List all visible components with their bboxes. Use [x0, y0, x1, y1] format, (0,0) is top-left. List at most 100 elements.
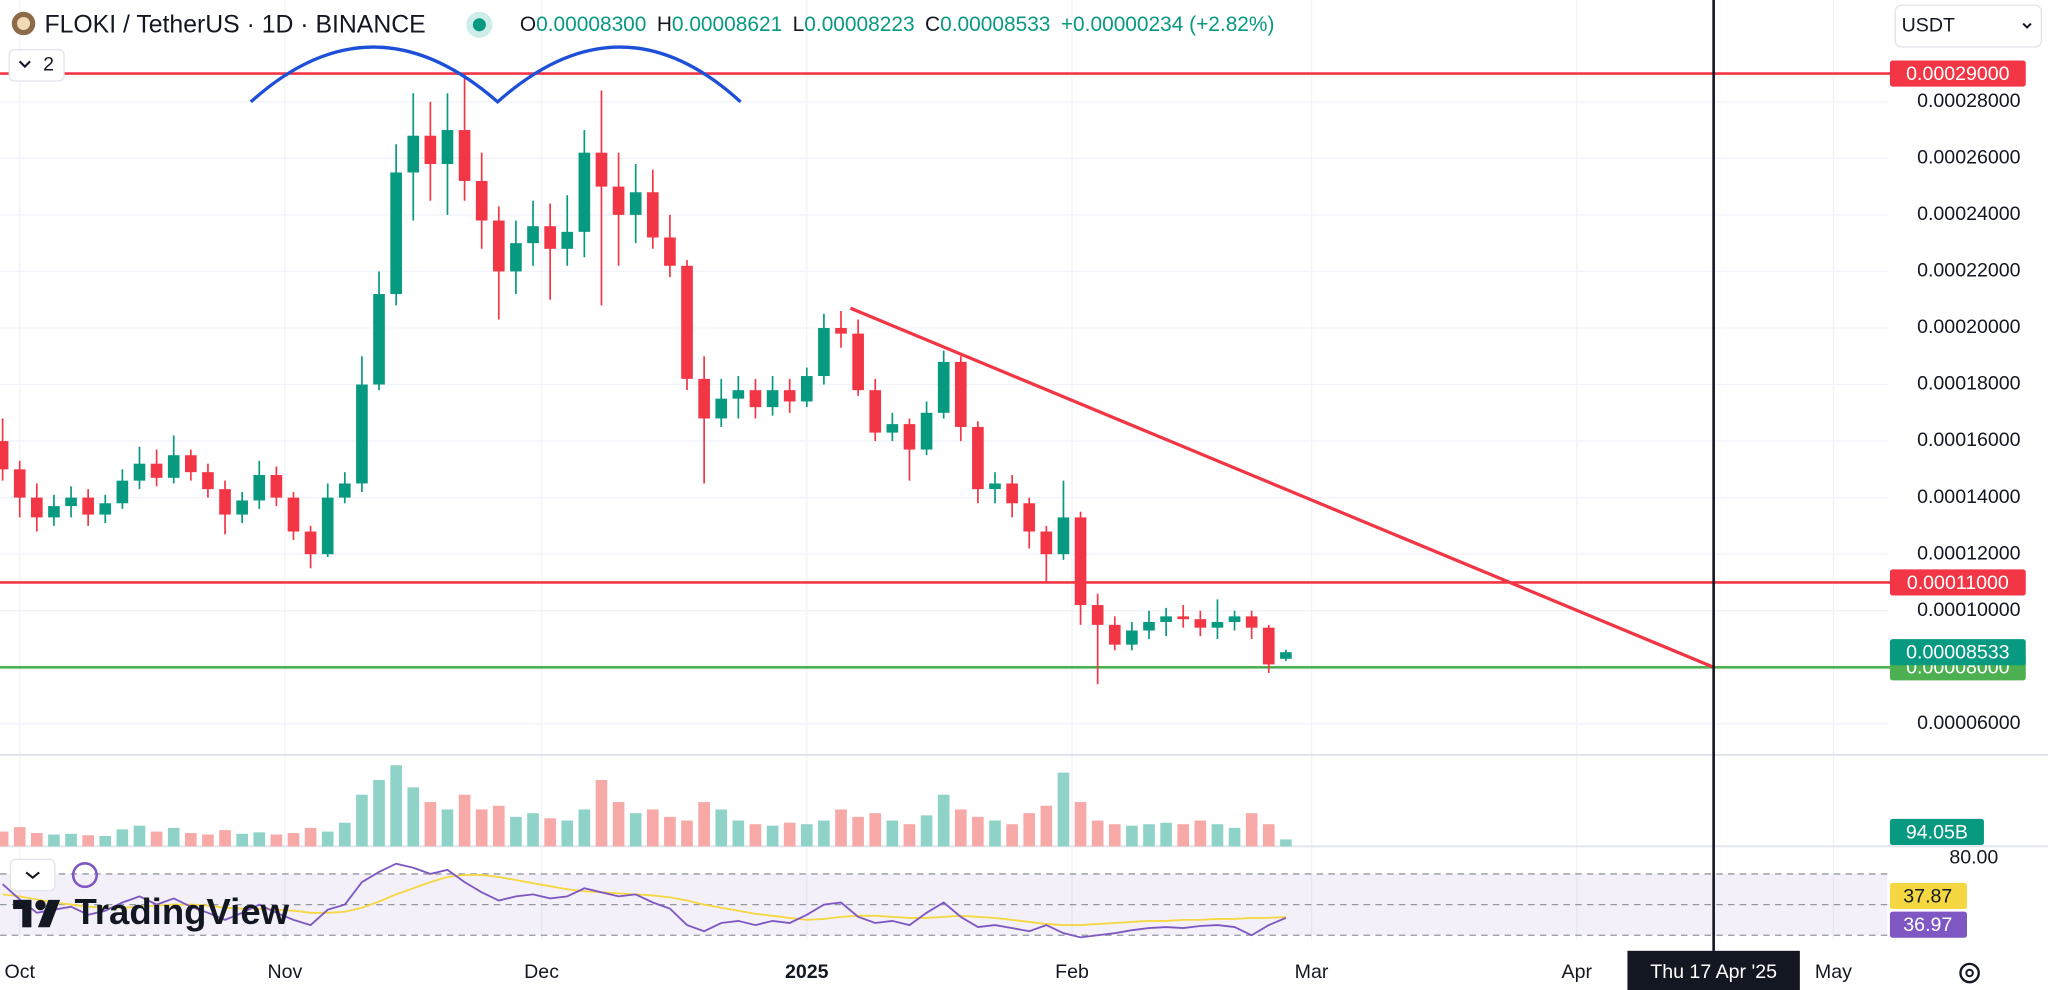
candle-body [287, 497, 300, 532]
volume-bar [458, 794, 471, 847]
rsi-ma-label-box [1889, 882, 1967, 910]
volume-bar [1040, 805, 1053, 847]
candle-body [48, 506, 60, 518]
indicator-toggle[interactable] [8, 48, 65, 82]
volume-bar [903, 824, 916, 847]
volume-bar [972, 816, 984, 847]
candle-body [646, 192, 659, 238]
indicator-count: 2 [43, 53, 54, 75]
logo-mark [22, 899, 32, 928]
candle-body [116, 480, 129, 504]
candle-body [424, 135, 437, 164]
volume-bar [441, 809, 454, 847]
volume-bar [783, 822, 796, 847]
candle-body [304, 531, 317, 555]
volume-bar [219, 830, 231, 847]
candle-body [595, 152, 608, 187]
volume-bar [253, 832, 266, 847]
candle-body [681, 265, 693, 379]
volume-bar [869, 813, 882, 847]
x-tick-label: Apr [1562, 961, 1593, 983]
candle-body [338, 483, 351, 498]
candle-body [202, 472, 214, 490]
y-tick-label: 0.00028000 [1917, 90, 2021, 112]
candle-body [150, 463, 163, 478]
candle-body [1143, 622, 1155, 631]
volume-bar [1091, 820, 1104, 847]
candle-body [1194, 619, 1207, 628]
candle-body [373, 294, 385, 385]
volume-bar [202, 834, 214, 847]
volume-bar [989, 820, 1001, 847]
volume-bar [321, 831, 334, 847]
volume-bar [612, 802, 625, 847]
y-tick-label: 0.00020000 [1917, 316, 2021, 338]
volume-bar [1108, 824, 1121, 847]
candle-body [629, 192, 642, 215]
volume-bar [287, 833, 300, 847]
candle-body [133, 463, 146, 481]
volume-bar [116, 829, 129, 847]
candle-body [99, 503, 112, 515]
candle-body [219, 489, 231, 515]
volume-bar [0, 831, 9, 847]
candle-body [732, 390, 745, 399]
ohlc-key: H [657, 12, 672, 35]
candle-body [749, 390, 762, 408]
candle-body [1108, 624, 1121, 645]
candle-body [1228, 616, 1241, 623]
candle-body [920, 412, 933, 450]
candle-body [989, 483, 1001, 490]
candle-body [869, 390, 882, 433]
candle-body [783, 390, 796, 402]
volume-bar [304, 827, 317, 847]
candle-body [886, 424, 899, 433]
ohlc-value: 0.00008621 [672, 12, 782, 35]
candle-body [458, 130, 471, 181]
pane-collapse[interactable] [9, 858, 56, 892]
volume-bar [424, 802, 437, 847]
y-tick-label: 0.00014000 [1917, 486, 2021, 508]
trendline [849, 306, 1715, 669]
candle-body [236, 500, 248, 515]
candle-body [1262, 627, 1275, 665]
candle-body [852, 333, 864, 391]
symbol-title[interactable]: FLOKI / TetherUS · 1D · BINANCE [44, 12, 425, 39]
volume-bar [475, 809, 488, 847]
volume-bar [937, 794, 950, 847]
candle-body [1160, 616, 1172, 623]
volume-bar [595, 779, 608, 847]
volume-bar [1074, 802, 1087, 847]
candle-body [818, 327, 830, 377]
candle-body [954, 361, 967, 427]
candle-body [1091, 605, 1104, 625]
last-price-label: 0.00008533 [1906, 642, 2010, 664]
x-tick-label: Mar [1295, 961, 1329, 983]
overlay: Oct Nov Dec 2025 Feb Mar Apr May 0.00006000 0.000… [4, 0, 2026, 990]
volume-bar [1228, 827, 1241, 847]
volume-bar [133, 825, 146, 847]
pattern-arcs [249, 45, 742, 105]
x-tick-label: Dec [524, 961, 559, 983]
volume-bar [698, 802, 710, 847]
candle-body [561, 231, 574, 249]
candle-body [1006, 483, 1018, 504]
volume-bar [1057, 772, 1070, 847]
ohlc-legend: O0.00008300 H0.00008621 L0.00008223 C0.0000… [520, 12, 1275, 35]
currency-select[interactable] [1894, 4, 2043, 48]
volume-bar [492, 805, 505, 847]
candle-body [321, 497, 334, 555]
candle-body [31, 497, 43, 518]
settings[interactable] [1959, 962, 1980, 984]
volume-bar [852, 816, 864, 847]
rsi-label-box [1889, 911, 1967, 938]
volume-bar [800, 824, 813, 847]
candle-body [475, 180, 488, 221]
volume-bar [48, 834, 60, 847]
settings-icon[interactable] [1959, 962, 1980, 984]
candle-body [612, 186, 625, 215]
volume-bar [270, 834, 283, 847]
indicator-icon[interactable] [71, 862, 98, 889]
volume-bar [1262, 824, 1275, 847]
